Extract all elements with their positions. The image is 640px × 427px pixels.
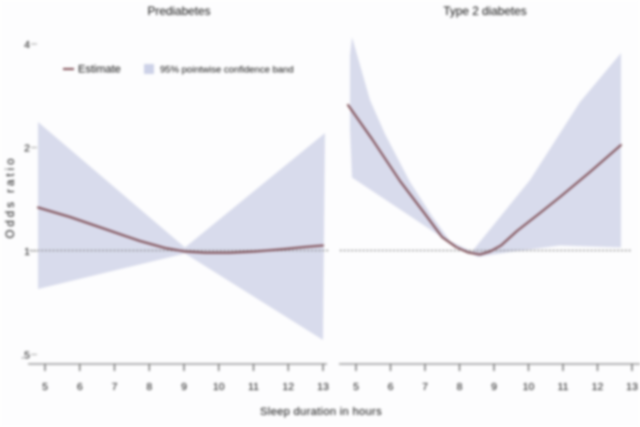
svg-text:10: 10: [523, 381, 535, 393]
svg-text:12: 12: [592, 381, 604, 393]
svg-text:.5: .5: [21, 350, 30, 362]
svg-text:5: 5: [353, 381, 359, 393]
svg-text:11: 11: [558, 381, 569, 393]
svg-text:7: 7: [422, 381, 428, 393]
svg-text:13: 13: [317, 381, 329, 393]
svg-text:4: 4: [24, 39, 30, 51]
svg-text:11: 11: [248, 381, 259, 393]
svg-text:10: 10: [213, 381, 225, 393]
svg-text:8: 8: [457, 381, 463, 393]
svg-text:6: 6: [388, 381, 394, 393]
svg-text:7: 7: [112, 381, 118, 393]
svg-text:9: 9: [181, 381, 187, 393]
svg-text:6: 6: [77, 381, 83, 393]
svg-text:95% pointwise confidence band: 95% pointwise confidence band: [160, 65, 294, 76]
svg-text:2: 2: [24, 143, 30, 155]
svg-text:Type 2 diabetes: Type 2 diabetes: [443, 4, 526, 18]
svg-text:Odds ratio: Odds ratio: [5, 155, 17, 238]
svg-text:12: 12: [282, 381, 294, 393]
svg-text:1: 1: [24, 246, 30, 258]
svg-text:Estimate: Estimate: [78, 64, 121, 76]
svg-text:8: 8: [146, 381, 152, 393]
svg-text:Sleep duration in hours: Sleep duration in hours: [260, 406, 382, 418]
svg-text:5: 5: [42, 381, 48, 393]
svg-text:13: 13: [626, 381, 638, 393]
svg-text:9: 9: [491, 381, 497, 393]
svg-text:Prediabetes: Prediabetes: [148, 4, 211, 18]
